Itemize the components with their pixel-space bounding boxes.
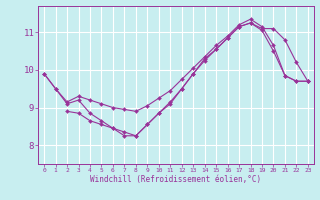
- X-axis label: Windchill (Refroidissement éolien,°C): Windchill (Refroidissement éolien,°C): [91, 175, 261, 184]
